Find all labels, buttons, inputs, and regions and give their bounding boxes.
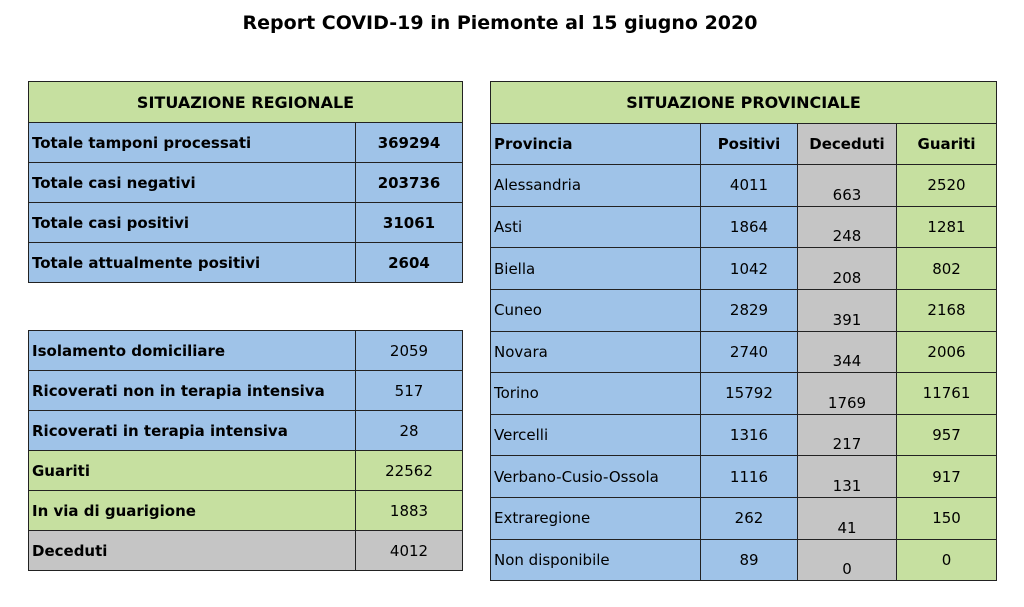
table-row: Extraregione 262 41 150 [490, 496, 998, 540]
table-row: Totale casi positivi 31061 [28, 202, 463, 243]
cell-positivi: 15792 [700, 372, 798, 415]
provincial-table: SITUAZIONE PROVINCIALE Provincia Positiv… [489, 81, 998, 582]
column-header-positivi: Positivi [700, 122, 798, 166]
table-row: Alessandria 4011 663 2520 [490, 164, 998, 207]
row-label: In via di guarigione [28, 490, 356, 531]
row-label: Ricoverati in terapia intensiva [28, 410, 356, 451]
table-row: Verbano-Cusio-Ossola 1116 131 917 [490, 455, 998, 498]
cell-guariti: 2168 [895, 288, 998, 332]
cell-deceduti: 131 [797, 455, 897, 498]
row-value: 203736 [355, 162, 463, 203]
cell-guariti: 2520 [895, 164, 998, 207]
cell-deceduti: 344 [797, 330, 897, 374]
regional-totals-table: SITUAZIONE REGIONALE Totale tamponi proc… [28, 81, 463, 283]
cell-deceduti: 208 [797, 247, 897, 290]
cell-provincia: Alessandria [490, 164, 701, 207]
row-label: Guariti [28, 450, 356, 491]
cell-positivi: 4011 [700, 164, 798, 207]
row-value: 22562 [355, 450, 463, 491]
row-value: 1883 [355, 490, 463, 531]
cell-provincia: Novara [490, 330, 701, 374]
cell-provincia: Torino [490, 372, 701, 415]
cell-provincia: Vercelli [490, 413, 701, 457]
cell-provincia: Verbano-Cusio-Ossola [490, 455, 701, 498]
cell-positivi: 262 [700, 496, 798, 540]
table-row: Biella 1042 208 802 [490, 247, 998, 290]
row-value: 2604 [355, 242, 463, 283]
column-header-guariti: Guariti [895, 122, 998, 166]
table-row: Isolamento domiciliare 2059 [28, 330, 463, 371]
regional-header: SITUAZIONE REGIONALE [28, 81, 463, 123]
row-value: 4012 [355, 530, 463, 571]
cell-positivi: 1316 [700, 413, 798, 457]
table-row: Totale tamponi processati 369294 [28, 122, 463, 163]
regional-details-table: Isolamento domiciliare 2059 Ricoverati n… [28, 330, 463, 571]
cell-deceduti: 41 [797, 496, 897, 540]
column-headers: Provincia Positivi Deceduti Guariti [490, 122, 998, 166]
table-row: Vercelli 1316 217 957 [490, 413, 998, 457]
cell-deceduti: 217 [797, 413, 897, 457]
table-row: Torino 15792 1769 11761 [490, 372, 998, 415]
table-row: Ricoverati in terapia intensiva 28 [28, 410, 463, 451]
cell-guariti: 917 [895, 455, 998, 498]
cell-positivi: 2829 [700, 288, 798, 332]
row-label: Ricoverati non in terapia intensiva [28, 370, 356, 411]
cell-deceduti: 391 [797, 288, 897, 332]
row-value: 369294 [355, 122, 463, 163]
provincial-header: SITUAZIONE PROVINCIALE [489, 81, 998, 124]
row-label: Totale tamponi processati [28, 122, 356, 163]
column-header-deceduti: Deceduti [797, 122, 897, 166]
cell-positivi: 2740 [700, 330, 798, 374]
cell-positivi: 1864 [700, 205, 798, 249]
cell-guariti: 150 [895, 496, 998, 540]
cell-guariti: 1281 [895, 205, 998, 249]
cell-guariti: 957 [895, 413, 998, 457]
cell-guariti: 802 [895, 247, 998, 290]
cell-provincia: Non disponibile [490, 538, 701, 582]
row-value: 28 [355, 410, 463, 451]
cell-provincia: Cuneo [490, 288, 701, 332]
row-label: Totale attualmente positivi [28, 242, 356, 283]
cell-deceduti: 248 [797, 205, 897, 249]
row-value: 517 [355, 370, 463, 411]
table-row: Cuneo 2829 391 2168 [490, 288, 998, 332]
row-value: 2059 [355, 330, 463, 371]
cell-positivi: 89 [700, 538, 798, 582]
cell-provincia: Extraregione [490, 496, 701, 540]
table-row: Ricoverati non in terapia intensiva 517 [28, 370, 463, 411]
table-row: Novara 2740 344 2006 [490, 330, 998, 374]
row-label: Deceduti [28, 530, 356, 571]
row-label: Totale casi negativi [28, 162, 356, 203]
row-label: Isolamento domiciliare [28, 330, 356, 371]
table-row: Deceduti 4012 [28, 530, 463, 571]
column-header-provincia: Provincia [490, 122, 701, 166]
page-title: Report COVID-19 in Piemonte al 15 giugno… [242, 12, 758, 34]
table-row: Guariti 22562 [28, 450, 463, 491]
cell-provincia: Biella [490, 247, 701, 290]
table-row: Totale attualmente positivi 2604 [28, 242, 463, 283]
table-row: Non disponibile 89 0 0 [490, 538, 998, 582]
cell-positivi: 1116 [700, 455, 798, 498]
row-label: Totale casi positivi [28, 202, 356, 243]
table-row: Asti 1864 248 1281 [490, 205, 998, 249]
cell-guariti: 11761 [895, 372, 998, 415]
table-row: In via di guarigione 1883 [28, 490, 463, 531]
cell-deceduti: 663 [797, 164, 897, 207]
cell-provincia: Asti [490, 205, 701, 249]
cell-positivi: 1042 [700, 247, 798, 290]
table-row: Totale casi negativi 203736 [28, 162, 463, 203]
cell-guariti: 2006 [895, 330, 998, 374]
cell-deceduti: 0 [797, 538, 897, 582]
row-value: 31061 [355, 202, 463, 243]
cell-guariti: 0 [895, 538, 998, 582]
cell-deceduti: 1769 [797, 372, 897, 415]
